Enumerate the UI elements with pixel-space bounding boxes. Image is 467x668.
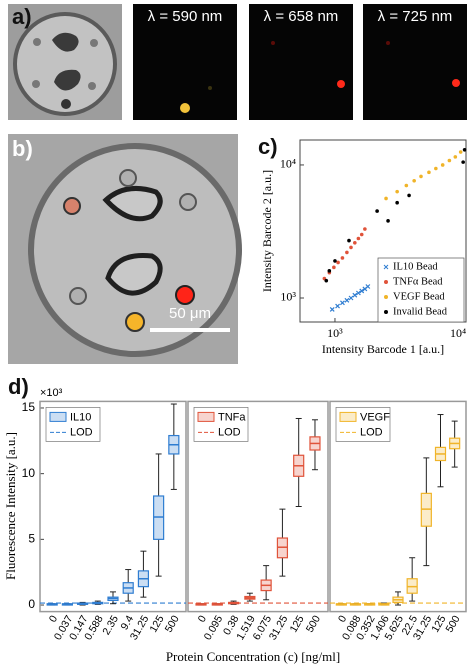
y-tick-label: 0 [28,597,35,611]
scale-bar-label: 50 μm [169,305,211,322]
bead [70,288,86,304]
bead-signal [64,198,80,214]
bead [61,99,71,109]
panel-label: c) [258,134,278,159]
point [353,241,357,245]
point [324,279,328,283]
bead-signal [180,103,190,113]
legend-marker [384,310,388,314]
legend-label: IL10 Bead [393,261,438,272]
point [328,269,332,273]
panel-label: d) [8,374,29,399]
bead-signal [271,41,275,45]
point [463,148,467,152]
legend-swatch [340,412,356,421]
legend-swatch [198,412,214,421]
point [459,150,463,154]
point [419,175,423,179]
bead [88,82,96,90]
point [360,233,364,237]
point [341,256,345,260]
legend-marker [384,295,388,299]
legend-label: TNFa [218,411,246,423]
point [375,209,379,213]
point [349,246,353,250]
point [357,237,361,241]
x-tick-label: 10³ [327,326,343,340]
legend-label: LOD [70,426,93,438]
legend-marker [384,280,388,284]
y-tick-label: 5 [28,532,35,546]
wavelength-label: λ = 658 nm [264,8,339,25]
wavelength-label: λ = 590 nm [148,8,223,25]
panel-label: a) [12,4,32,29]
point [333,259,337,263]
x-tick-label: 125 [288,613,307,634]
x-tick-label: 0 [47,613,60,624]
point [427,171,431,175]
bead-signal [126,313,144,331]
x-tick-label: 500 [304,613,323,634]
legend-label: LOD [360,426,383,438]
point [441,163,445,167]
point [347,239,351,243]
bead [33,38,41,46]
legend-label: IL10 [70,411,91,423]
figure: a) λ = 590 nm λ = 658 nm λ = 725 nm 50 μ… [0,0,467,668]
bead-signal [386,41,390,45]
bead-signal [208,86,212,90]
point [412,179,416,183]
point [448,159,452,163]
legend-swatch [50,412,66,421]
y-tick-label: 15 [22,400,36,414]
point [461,160,465,164]
y-axis-label: Fluorescence Intensity [a.u.] [3,432,18,580]
bead-signal [337,80,345,88]
well [15,14,115,114]
legend-label: VEGF Bead [393,291,445,302]
point [395,190,399,194]
legend-label: TNFα Bead [393,276,443,287]
bead [32,80,40,88]
point [405,184,409,188]
panel-label: b) [12,136,33,161]
y-tick-label: 10³ [280,290,296,304]
x-axis-label: Protein Concentration (c) [ng/ml] [166,649,340,664]
point [384,197,388,201]
bead [90,39,98,47]
point [386,219,390,223]
wavelength-label: λ = 725 nm [378,8,453,25]
point [434,167,438,171]
x-tick-label: 500 [444,613,463,634]
y-multiplier: ×10³ [40,387,63,399]
point [407,194,411,198]
point [332,266,336,270]
legend-label: LOD [218,426,241,438]
legend-label: VEGF [360,411,390,423]
y-axis-label: Intensity Barcode 2 [a.u.] [260,170,274,292]
bead [180,194,196,210]
y-tick-label: 10⁴ [280,157,296,171]
legend-label: Invalid Bead [393,306,448,317]
x-tick-label: 500 [163,613,182,634]
y-tick-label: 10 [22,466,36,480]
x-tick-label: 10⁴ [450,326,466,340]
point [454,155,458,159]
x-axis-label: Intensity Barcode 1 [a.u.] [322,342,444,356]
bead-signal [452,79,460,87]
point [345,251,349,255]
point [363,227,367,231]
x-tick-label: 0 [196,613,209,624]
point [395,201,399,205]
bead-signal [176,286,194,304]
x-tick-label: 125 [147,613,166,634]
point [336,261,340,265]
bead [120,170,136,186]
